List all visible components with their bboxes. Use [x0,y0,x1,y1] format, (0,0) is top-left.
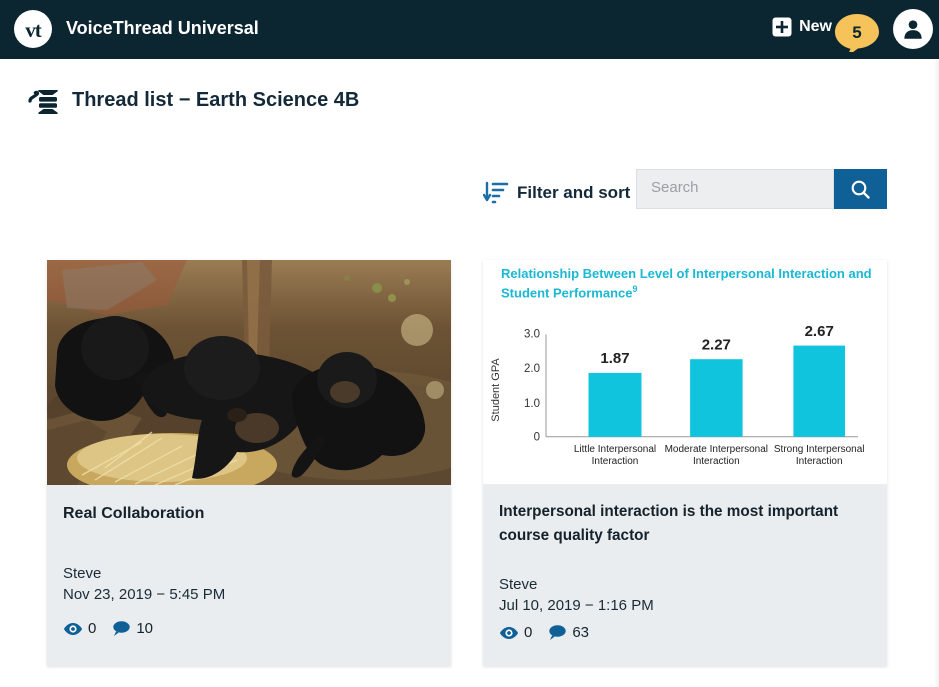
svg-text:2.0: 2.0 [524,363,540,375]
svg-text:Interaction: Interaction [592,456,639,467]
svg-text:3.0: 3.0 [524,329,540,341]
svg-text:Interaction: Interaction [796,456,843,467]
svg-text:2.27: 2.27 [702,337,731,354]
svg-text:1.0: 1.0 [524,398,540,410]
svg-text:2.67: 2.67 [805,323,834,340]
svg-text:1.87: 1.87 [600,350,629,367]
svg-text:Strong Interpersonal: Strong Interpersonal [774,444,865,455]
svg-text:0: 0 [534,432,540,444]
svg-text:Little Interpersonal: Little Interpersonal [574,444,656,455]
svg-text:5: 5 [852,23,861,42]
svg-text:Student GPA: Student GPA [490,358,502,422]
svg-text:Moderate Interpersonal: Moderate Interpersonal [665,444,768,455]
svg-text:Interaction: Interaction [693,456,740,467]
